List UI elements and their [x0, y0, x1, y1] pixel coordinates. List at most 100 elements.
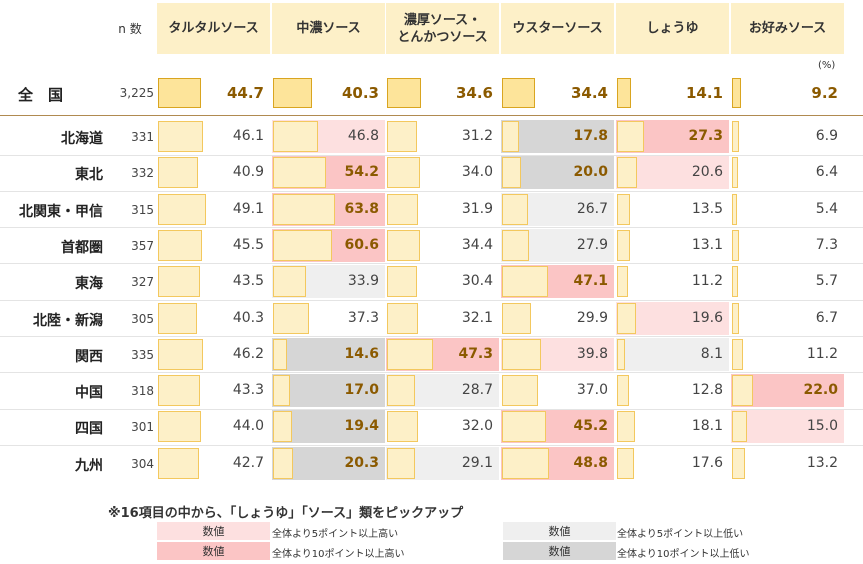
- legend-text: 全体より10ポイント以上高い: [272, 549, 405, 560]
- total-value: 40.3: [341, 84, 379, 102]
- total-value: 34.6: [455, 84, 493, 102]
- region-value: 17.8: [573, 128, 608, 144]
- bar: [732, 447, 745, 479]
- row-separator: [0, 190, 863, 192]
- bar: [273, 78, 313, 108]
- region-value: 17.0: [344, 382, 379, 399]
- region-cell: 46.8: [272, 120, 385, 153]
- bar: [617, 121, 644, 152]
- region-value: 6.4: [815, 164, 838, 181]
- region-value: 45.5: [232, 236, 264, 253]
- bar: [158, 338, 203, 370]
- total-value: 34.4: [570, 84, 608, 102]
- bar: [617, 375, 630, 407]
- region-value: 44.0: [232, 418, 264, 435]
- region-value: 26.7: [576, 200, 608, 217]
- bar: [273, 411, 292, 443]
- row-separator: [0, 227, 863, 229]
- bar: [387, 447, 416, 479]
- bar: [732, 266, 738, 298]
- region-value: 6.9: [815, 128, 838, 144]
- bar: [158, 447, 200, 479]
- region-cell: 30.4: [386, 265, 499, 298]
- region-value: 46.2: [232, 345, 264, 362]
- region-cell: 47.3: [386, 337, 499, 371]
- total-cell: 40.3: [272, 76, 385, 110]
- bar: [387, 375, 415, 407]
- region-cell: 27.3: [616, 120, 729, 153]
- region-value: 47.1: [573, 273, 608, 290]
- region-label: 北陸・新潟: [33, 312, 103, 329]
- row-separator: [0, 336, 863, 337]
- region-cell: 43.5: [157, 265, 270, 298]
- bar: [387, 302, 419, 334]
- region-value: 18.1: [691, 418, 723, 435]
- region-cell: 15.0: [731, 410, 844, 444]
- region-value: 7.3: [815, 236, 838, 253]
- region-cell: 13.2: [731, 447, 844, 480]
- legend-swatch: 数値: [157, 522, 270, 540]
- region-cell: 44.0: [157, 410, 270, 443]
- region-value: 32.1: [461, 309, 493, 326]
- region-value: 17.6: [691, 454, 723, 471]
- total-value: 14.1: [685, 84, 723, 102]
- region-cell: 7.3: [731, 229, 844, 262]
- region-value: 14.6: [344, 345, 379, 362]
- region-cell: 19.6: [616, 301, 729, 335]
- row-separator: [0, 408, 863, 410]
- region-cell: 22.0: [731, 374, 844, 408]
- region-cell: 31.9: [386, 193, 499, 226]
- legend-text: 全体より5ポイント以上高い: [272, 529, 399, 540]
- region-value: 13.5: [691, 200, 723, 217]
- bar: [502, 78, 536, 108]
- region-n: 332: [131, 166, 154, 181]
- column-header: お好みソース: [731, 3, 844, 54]
- region-value: 34.4: [461, 236, 493, 253]
- region-label: 首都圏: [61, 239, 103, 256]
- region-cell: 45.5: [157, 229, 270, 262]
- bar: [502, 229, 530, 261]
- bar: [617, 78, 631, 108]
- region-cell: 46.2: [157, 338, 270, 371]
- region-label: 東海: [75, 276, 103, 293]
- bar: [387, 411, 419, 443]
- column-header: 濃厚ソース・ とんかつソース: [386, 3, 499, 54]
- region-value: 5.4: [815, 200, 838, 217]
- row-separator: [0, 299, 863, 301]
- total-cell: 34.6: [386, 76, 499, 110]
- region-n: 327: [131, 275, 154, 290]
- region-cell: 5.7: [731, 265, 844, 298]
- bar: [617, 193, 631, 225]
- bar: [387, 193, 418, 225]
- region-value: 45.2: [573, 418, 608, 435]
- region-cell: 29.9: [501, 302, 614, 335]
- column-header: 中濃ソース: [272, 3, 385, 54]
- region-cell: 20.0: [501, 156, 614, 190]
- bar: [732, 193, 738, 225]
- region-cell: 11.2: [616, 265, 729, 298]
- region-value: 46.1: [232, 128, 264, 144]
- bar: [617, 302, 637, 334]
- bar: [158, 157, 198, 189]
- region-value: 12.8: [691, 382, 723, 399]
- region-cell: 13.5: [616, 193, 729, 226]
- region-label: 関西: [75, 348, 103, 365]
- bar: [732, 78, 741, 108]
- region-label: 北関東・甲信: [19, 203, 103, 220]
- bar: [502, 447, 550, 479]
- region-n: 315: [131, 202, 154, 217]
- bar: [732, 157, 739, 189]
- region-cell: 37.0: [501, 374, 614, 407]
- bar: [158, 121, 203, 152]
- region-cell: 46.1: [157, 120, 270, 153]
- region-value: 13.2: [806, 454, 838, 471]
- region-cell: 26.7: [501, 192, 614, 226]
- total-n: 3,225: [119, 86, 154, 100]
- region-value: 31.9: [461, 200, 493, 217]
- region-cell: 48.8: [501, 446, 614, 480]
- region-cell: 14.6: [272, 337, 385, 371]
- region-cell: 6.9: [731, 120, 844, 153]
- total-cell: 9.2: [731, 76, 844, 110]
- region-cell: 20.3: [272, 446, 385, 480]
- total-cell: 44.7: [157, 76, 270, 110]
